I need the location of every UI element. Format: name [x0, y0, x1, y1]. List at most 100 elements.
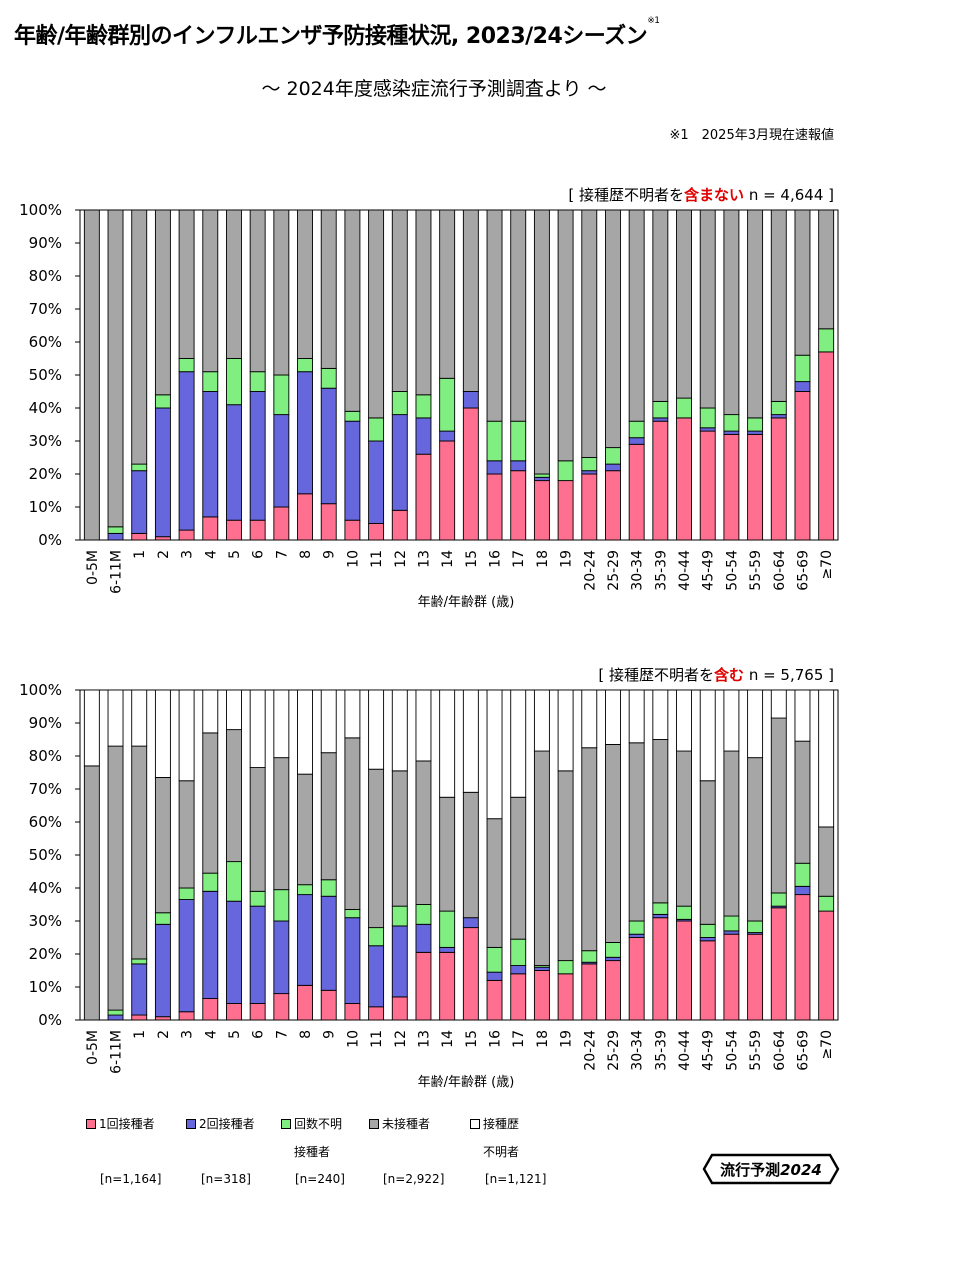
x-tick-label: 14 — [440, 1030, 456, 1048]
bar-stack — [249, 689, 266, 1021]
bar-segment-dose1 — [344, 1003, 361, 1021]
bar-segment-unknown_count — [628, 420, 645, 439]
bar-segment-unvaccinated — [628, 209, 645, 422]
bar-stack — [699, 689, 716, 1021]
x-tick-label: 11 — [369, 550, 385, 568]
bar-segment-dose2 — [510, 965, 527, 975]
bar-segment-dose2 — [344, 917, 361, 1004]
bar-segment-dose2 — [368, 945, 385, 1008]
bar-segment-unknown_count — [747, 920, 764, 934]
bar-segment-dose2 — [415, 923, 432, 953]
bar-segment-unknown_history — [344, 689, 361, 739]
bar-segment-dose1 — [178, 1011, 195, 1021]
bar-segment-unknown_history — [154, 689, 171, 778]
bar-segment-unknown_count — [794, 354, 811, 383]
bar-stack — [676, 209, 692, 541]
x-tick-label: 19 — [559, 550, 575, 568]
bar-segment-unknown_count — [154, 394, 171, 409]
bar-segment-unvaccinated — [510, 209, 527, 422]
bar-segment-unknown_count — [439, 910, 456, 948]
bar-segment-dose2 — [320, 895, 337, 991]
bar-segment-unvaccinated — [83, 765, 100, 1021]
bar-segment-dose2 — [699, 937, 716, 942]
bar-segment-unknown_count — [178, 887, 195, 901]
bar-segment-dose1 — [557, 480, 574, 541]
bar-segment-dose1 — [368, 1006, 385, 1021]
bar-segment-unknown_count — [273, 889, 290, 922]
bar-segment-unvaccinated — [581, 209, 598, 458]
title-text: 年齢/年齢群別のインフルエンザ予防接種状況, 2023/24シーズン — [14, 24, 648, 49]
x-tick-label: 4 — [203, 1030, 219, 1039]
y-tick-label: 0% — [38, 1011, 62, 1029]
legend-item-unknown_history: 接種歴 — [470, 1115, 519, 1132]
bar-stack — [178, 689, 195, 1021]
x-tick-label: 12 — [393, 550, 409, 568]
bar-segment-unvaccinated — [439, 209, 456, 379]
bar-segment-unknown_history — [628, 689, 645, 744]
y-tick-label: 80% — [29, 267, 62, 285]
badge-frame — [702, 1153, 840, 1185]
bar-segment-dose1 — [320, 503, 337, 541]
bar-segment-unvaccinated — [486, 818, 503, 948]
bar-segment-unvaccinated — [818, 209, 835, 330]
bar-segment-unvaccinated — [676, 209, 692, 399]
bar-segment-dose2 — [202, 391, 219, 518]
chart-excluding-unknown: [ 接種歴不明者を含まない n = 4,644 ] 0% 10% 20% 30% 40% 5… — [19, 186, 839, 610]
x-tick-label: 0-5M — [85, 550, 101, 585]
bar-segment-unknown_count — [415, 904, 432, 925]
bar-segment-unvaccinated — [249, 767, 266, 892]
x-tick-label: 4 — [203, 550, 219, 559]
x-tick-label: 40-44 — [677, 1030, 693, 1071]
bar-stack — [107, 689, 124, 1021]
x-tick-label: 10 — [345, 1030, 361, 1048]
bar-segment-dose2 — [297, 894, 313, 986]
bar-segment-unknown_history — [557, 689, 574, 772]
bar-segment-dose1 — [676, 920, 692, 1021]
bar-segment-dose2 — [391, 414, 408, 511]
legend-item-dose1: 1回接種者 — [86, 1115, 155, 1132]
bar-stack — [415, 209, 432, 541]
bar-segment-unvaccinated — [107, 745, 124, 1011]
badge-label: 流行予測2024 — [720, 1161, 822, 1179]
x-tick-label: 65-69 — [795, 1030, 811, 1071]
title-note-marker: ※1 — [647, 16, 660, 26]
bar-segment-unvaccinated — [273, 209, 290, 376]
bar-stack — [723, 209, 740, 541]
bar-stack — [723, 689, 740, 1021]
x-tick-label: 17 — [511, 1030, 527, 1048]
bar-segment-dose2 — [273, 920, 290, 995]
bar-segment-dose2 — [297, 371, 313, 495]
bar-segment-dose2 — [533, 966, 550, 971]
y-tick-label: 30% — [29, 912, 62, 930]
bar-segment-dose1 — [439, 951, 456, 1021]
legend-count: [n=318] — [201, 1172, 251, 1186]
bar-segment-dose1 — [770, 417, 787, 541]
bar-segment-unvaccinated — [699, 209, 716, 409]
bar-segment-unknown_count — [320, 879, 337, 897]
bar-segment-dose2 — [652, 417, 669, 422]
bar-segment-dose1 — [462, 407, 479, 541]
bar-segment-unknown_count — [249, 371, 266, 392]
bar-segment-unknown_count — [391, 905, 408, 927]
bar-segment-unknown_count — [557, 460, 574, 482]
y-tick-label: 50% — [29, 846, 62, 864]
x-tick-label: 50-54 — [724, 550, 740, 591]
bar-segment-unvaccinated — [605, 743, 621, 943]
x-tick-label: 0-5M — [85, 1030, 101, 1065]
x-tick-label: 35-39 — [653, 550, 669, 591]
bar-stack — [462, 209, 479, 541]
bar-segment-dose1 — [273, 506, 290, 541]
bar-stack — [676, 689, 692, 1021]
bar-stack — [557, 689, 574, 1021]
bar-segment-dose1 — [605, 470, 621, 541]
bar-segment-dose2 — [628, 933, 645, 938]
x-axis-label: 年齢/年齢群 (歳) — [418, 595, 515, 610]
bar-segment-unknown_count — [770, 400, 787, 416]
bar-stack — [83, 689, 100, 1021]
bar-segment-unvaccinated — [462, 209, 479, 392]
x-tick-label: 20-24 — [582, 550, 598, 591]
bar-stack — [699, 209, 716, 541]
bar-segment-unknown_count — [415, 394, 432, 419]
bar-segment-dose2 — [723, 930, 740, 935]
bar-segment-dose1 — [439, 440, 456, 541]
